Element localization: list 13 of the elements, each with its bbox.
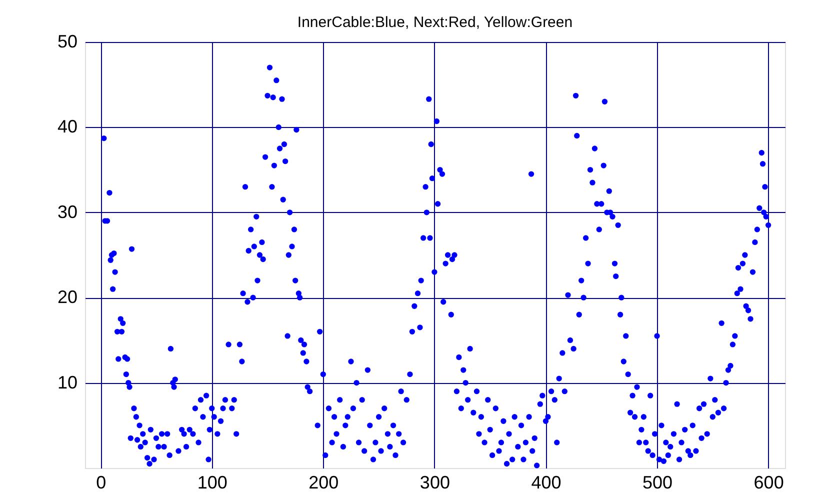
y-tick-label: 50 (57, 32, 78, 52)
x-tick-label: 0 (96, 472, 106, 492)
x-tick-label: 500 (642, 472, 673, 492)
x-tick-label: 300 (420, 472, 450, 492)
chart-title: InnerCable:Blue, Next:Red, Yellow:Green (297, 14, 573, 31)
y-tick-label: 30 (57, 202, 78, 222)
x-tick-label: 100 (197, 472, 228, 492)
y-tick-label: 20 (57, 287, 78, 308)
x-tick-label: 400 (531, 472, 562, 492)
y-tick-label: 10 (57, 372, 78, 392)
x-tick-label: 600 (754, 472, 784, 492)
y-tick-label: 40 (57, 116, 78, 137)
x-tick-label: 200 (308, 472, 339, 492)
